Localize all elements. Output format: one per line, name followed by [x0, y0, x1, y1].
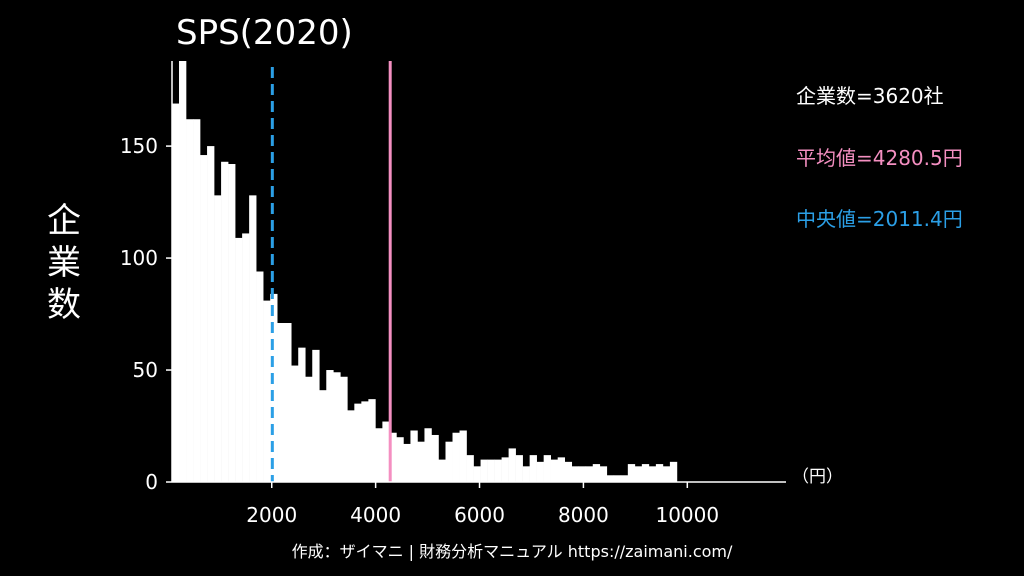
histogram-bar — [620, 475, 629, 482]
histogram-bar — [312, 349, 320, 482]
chart-title: SPS(2020) — [176, 13, 353, 53]
histogram-bar — [396, 437, 404, 482]
histogram-bar — [319, 390, 327, 482]
histogram-bar — [291, 365, 299, 482]
y-label-char: 数 — [47, 285, 81, 325]
histogram-bar — [431, 434, 439, 482]
histogram-bar — [613, 475, 622, 482]
histogram-bar — [550, 459, 558, 482]
histogram-bar — [557, 457, 566, 482]
footer-credit: 作成：ザイマニ | 財務分析マニュアル https://zaimani.com/ — [292, 542, 733, 561]
histogram-bar — [662, 466, 671, 482]
histogram-bar — [389, 432, 397, 482]
histogram-bar — [452, 432, 460, 482]
histogram-bar — [536, 461, 544, 482]
histogram-bar — [648, 466, 657, 482]
histogram-bar — [543, 455, 551, 482]
histogram-bar — [179, 61, 187, 482]
histogram-bar — [627, 464, 636, 482]
histogram-bar — [354, 403, 362, 482]
histogram-bar — [277, 323, 285, 482]
histogram-bar — [361, 401, 369, 482]
histogram-bar — [333, 372, 341, 482]
ticks: 2000 4000 6000 8000 10000 0 50 100 150 — [120, 134, 719, 527]
histogram-bar — [634, 466, 643, 482]
histogram-bar — [235, 237, 243, 482]
histogram-bar — [410, 430, 418, 482]
histogram-bar — [221, 161, 229, 482]
x-tick-label: 2000 — [246, 503, 297, 527]
x-axis-unit: （円） — [792, 467, 843, 487]
histogram-bar — [305, 376, 313, 482]
mean-label: 平均値=4280.5円 — [796, 146, 963, 170]
y-tick-label: 50 — [133, 358, 158, 382]
histogram-bar — [655, 464, 664, 482]
histogram-bar — [641, 464, 650, 482]
histogram-bar — [214, 195, 222, 483]
x-tick-label: 8000 — [558, 503, 609, 527]
histogram-bar — [242, 233, 250, 482]
histogram-bar — [522, 466, 530, 482]
histogram-bar — [508, 448, 516, 482]
histogram-bar — [382, 421, 390, 482]
count-label: 企業数=3620社 — [796, 84, 944, 108]
histogram-bar — [284, 323, 292, 482]
histogram-bar — [529, 455, 537, 482]
x-tick-label: 4000 — [350, 503, 401, 527]
y-axis-label: 企業数 — [47, 201, 81, 325]
median-label: 中央値=2011.4円 — [796, 207, 963, 231]
histogram-bar — [578, 466, 587, 482]
y-tick-label: 0 — [145, 470, 158, 494]
histogram-bar — [263, 300, 271, 482]
histogram-bar — [403, 443, 411, 482]
histogram-bar — [571, 466, 580, 482]
y-tick-label: 150 — [120, 134, 158, 158]
histogram-bar — [564, 461, 573, 482]
histogram-bar — [298, 347, 306, 482]
histogram-bar — [424, 428, 432, 482]
histogram-bar — [193, 119, 201, 483]
histogram-bar — [326, 370, 334, 482]
histogram-bar — [200, 155, 208, 482]
histogram-bar — [501, 457, 509, 482]
histogram-bar — [186, 119, 194, 483]
histogram-bar — [459, 430, 467, 482]
histogram-bar — [515, 455, 523, 482]
histogram-bar — [417, 441, 425, 482]
histogram-bar — [172, 103, 180, 482]
histogram-bar — [606, 475, 615, 482]
reference-lines — [270, 61, 392, 482]
histogram-bar — [445, 441, 453, 482]
histogram-bar — [368, 399, 376, 482]
bars — [172, 61, 678, 483]
histogram-bar — [473, 466, 481, 482]
histogram-bar — [256, 271, 264, 482]
histogram-bar — [585, 466, 594, 482]
histogram-bar — [599, 466, 608, 482]
y-tick-label: 100 — [120, 246, 158, 270]
histogram-bar — [480, 459, 488, 482]
histogram-bar — [494, 459, 502, 482]
histogram-bar — [592, 464, 601, 482]
y-label-char: 企 — [47, 201, 81, 241]
histogram-bar — [466, 455, 474, 482]
histogram-bar — [207, 146, 215, 482]
x-tick-label: 6000 — [454, 503, 505, 527]
y-label-char: 業 — [47, 243, 81, 283]
x-tick-label: 10000 — [655, 503, 719, 527]
histogram-bar — [669, 461, 678, 482]
histogram-bar — [487, 459, 495, 482]
histogram-bar — [347, 410, 355, 482]
histogram-bar — [340, 376, 348, 482]
histogram-bar — [228, 164, 236, 483]
histogram-bar — [375, 428, 383, 482]
histogram-bar — [249, 195, 257, 483]
histogram-bar — [270, 293, 278, 482]
histogram-bar — [438, 459, 446, 482]
